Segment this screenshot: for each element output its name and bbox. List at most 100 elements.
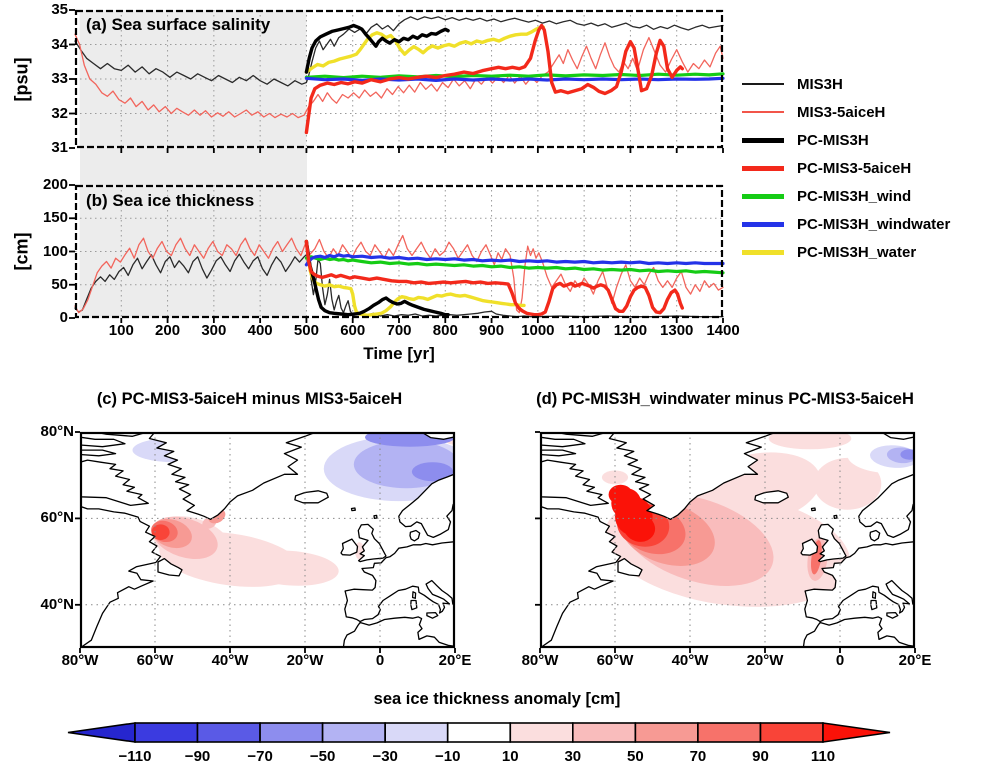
coastline: [886, 611, 899, 619]
series-PC-MIS3-5aiceH: [304, 239, 684, 317]
ytick-label-cm: 150: [42, 209, 68, 227]
legend-item: PC-MIS3-5aiceH: [742, 154, 950, 182]
colorbar-tick-label: 110: [810, 748, 836, 765]
lon-label: 60°W: [136, 652, 174, 669]
ytick-label-psu: 31: [51, 139, 68, 156]
colorbar-title: sea ice thickness anomaly [cm]: [373, 690, 621, 708]
colorbar: [67, 722, 891, 743]
coastline: [871, 591, 877, 599]
lon-label: 0: [835, 652, 845, 669]
legend-label: PC-MIS3H_windwater: [797, 215, 951, 233]
lon-label: 20°W: [286, 652, 324, 669]
lon-label: 20°W: [746, 652, 784, 669]
lon-label: 0: [375, 652, 385, 669]
map-d-title: (d) PC-MIS3H_windwater minus PC-MIS3-5ai…: [536, 390, 914, 408]
time-axis-label: Time [yr]: [363, 344, 435, 363]
legend-line-swatch: [742, 221, 784, 227]
coastline: [411, 591, 417, 599]
coastline: [409, 529, 421, 542]
xtick-label-time: 1100: [567, 322, 601, 339]
map-content: [80, 432, 455, 648]
lat-label: 80°N: [40, 423, 74, 440]
ytick-label-cm: 50: [51, 275, 68, 293]
coastline: [398, 473, 455, 539]
colorbar-tick-label: −70: [247, 748, 273, 765]
series-PC-MIS3-5aiceH: [304, 23, 684, 135]
series-PC-MIS3H_wind: [304, 72, 725, 80]
coastline: [754, 490, 789, 504]
legend-line-swatch: [742, 165, 784, 171]
lon-label: 60°W: [596, 652, 634, 669]
coastline: [540, 449, 577, 457]
legend-label: MIS3H: [797, 75, 843, 93]
coastline: [157, 557, 183, 577]
coastline: [350, 507, 356, 512]
plot-frame: [74, 9, 724, 149]
coastline: [342, 616, 455, 648]
coastline: [294, 490, 329, 504]
coastline: [148, 432, 317, 520]
lon-label: 40°W: [211, 652, 249, 669]
xtick-label-time: 200: [155, 322, 181, 339]
xtick-label-time: 1400: [706, 322, 740, 339]
coastline: [608, 432, 777, 520]
legend-line-swatch: [742, 249, 784, 255]
coastline: [617, 557, 643, 577]
colorbar-segment: [759, 722, 824, 743]
anomaly-blob: [583, 451, 625, 467]
colorbar-segment: [321, 722, 386, 743]
anomaly-blob: [151, 524, 170, 540]
series-PC-MIS3H_windwater: [304, 253, 725, 267]
colorbar-segment: [634, 722, 699, 743]
lon-label: 40°W: [671, 652, 709, 669]
map-d: [535, 431, 916, 653]
series-MIS3H: [74, 253, 724, 318]
legend-item: MIS3-5aiceH: [742, 98, 950, 126]
anomaly-blob: [411, 462, 454, 482]
colorbar-left-arrow: [67, 722, 136, 743]
xtick-label-time: 300: [201, 322, 227, 339]
legend-line-swatch: [742, 83, 784, 85]
xtick-label-time: 1000: [521, 322, 555, 339]
anomaly-blob: [900, 449, 915, 460]
legend-line-swatch: [742, 137, 784, 143]
series-PC-MIS3H_wind: [304, 255, 725, 275]
coastline: [373, 514, 378, 520]
coastline: [340, 538, 359, 556]
coastline: [410, 599, 418, 611]
coastline: [540, 436, 586, 448]
lon-label: 20°E: [438, 652, 472, 669]
colorbar-tick-label: −10: [434, 748, 461, 765]
anomaly-blob: [813, 457, 882, 510]
xtick-label-time: 100: [108, 322, 134, 339]
coastline: [869, 529, 881, 542]
xtick-label-time: 500: [293, 322, 319, 339]
coastline: [344, 541, 455, 623]
legend-label: PC-MIS3H_water: [797, 243, 917, 261]
xtick-label-time: 700: [386, 322, 412, 339]
coastline: [80, 436, 126, 448]
spinup-shading: [79, 10, 307, 148]
series-PC-MIS3H: [304, 23, 450, 74]
coastline: [357, 523, 387, 563]
anomaly-blob: [608, 484, 633, 505]
colorbar-segment: [571, 722, 637, 743]
xtick-label-time: 1200: [613, 322, 648, 339]
colorbar-tick-label: 70: [689, 748, 707, 765]
map-c-title: (c) PC-MIS3-5aiceH minus MIS3-5aiceH: [96, 390, 403, 408]
lat-label: 60°N: [40, 509, 74, 527]
colorbar-tick-label: 90: [752, 748, 769, 765]
map-frame: [539, 431, 916, 649]
coastline: [80, 459, 149, 507]
ytick-label-cm: 100: [42, 242, 68, 260]
coastline: [80, 505, 162, 648]
series-PC-MIS3H_water: [304, 239, 526, 318]
legend-item: PC-MIS3H: [742, 126, 950, 154]
series-PC-MIS3H: [304, 239, 450, 317]
coastline: [810, 507, 816, 512]
colorbar-segment: [259, 722, 324, 743]
ytick-label-psu: 34: [51, 35, 68, 53]
legend-label: PC-MIS3-5aiceH: [797, 159, 912, 177]
colorbar-tick-label: −50: [309, 748, 336, 765]
